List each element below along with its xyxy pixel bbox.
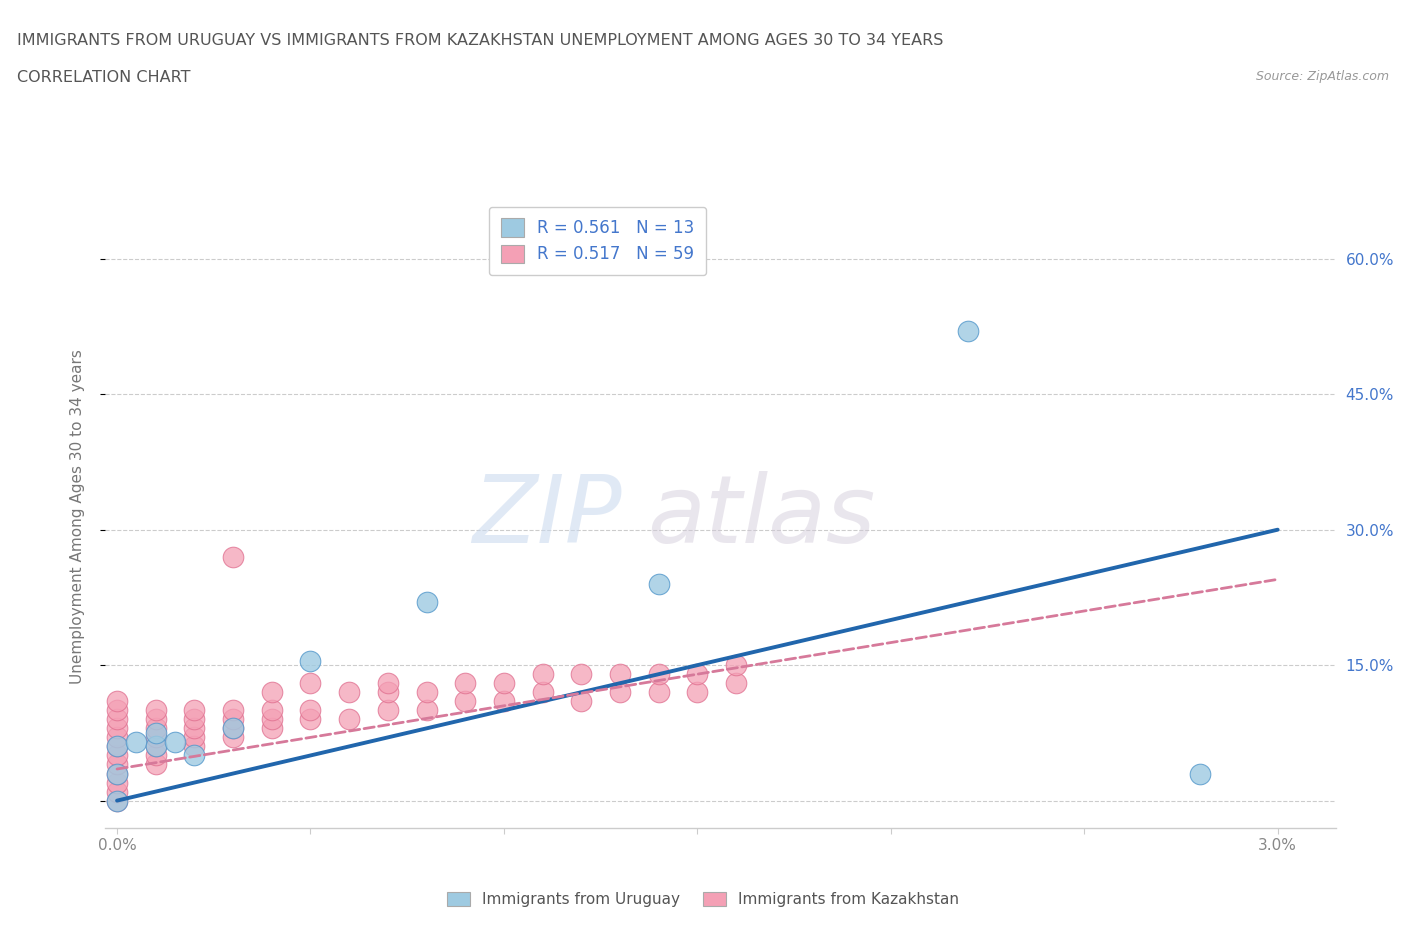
Point bbox=[957, 324, 980, 339]
Point bbox=[260, 721, 283, 736]
Point bbox=[337, 711, 360, 726]
Point bbox=[145, 739, 167, 754]
Legend: Immigrants from Uruguay, Immigrants from Kazakhstan: Immigrants from Uruguay, Immigrants from… bbox=[439, 884, 967, 915]
Text: Source: ZipAtlas.com: Source: ZipAtlas.com bbox=[1256, 70, 1389, 83]
Point bbox=[105, 694, 128, 709]
Point bbox=[492, 694, 515, 709]
Point bbox=[105, 766, 128, 781]
Point bbox=[686, 667, 709, 682]
Point bbox=[569, 667, 592, 682]
Point bbox=[299, 711, 322, 726]
Text: CORRELATION CHART: CORRELATION CHART bbox=[17, 70, 190, 85]
Point bbox=[105, 766, 128, 781]
Point bbox=[105, 775, 128, 790]
Point bbox=[145, 725, 167, 740]
Point bbox=[222, 550, 245, 565]
Point bbox=[105, 739, 128, 754]
Point bbox=[725, 676, 748, 691]
Point bbox=[531, 684, 554, 699]
Point bbox=[260, 703, 283, 718]
Point bbox=[145, 739, 167, 754]
Point bbox=[415, 594, 437, 609]
Point bbox=[647, 684, 669, 699]
Point bbox=[183, 703, 205, 718]
Point bbox=[105, 730, 128, 745]
Text: IMMIGRANTS FROM URUGUAY VS IMMIGRANTS FROM KAZAKHSTAN UNEMPLOYMENT AMONG AGES 30: IMMIGRANTS FROM URUGUAY VS IMMIGRANTS FR… bbox=[17, 33, 943, 47]
Point bbox=[145, 721, 167, 736]
Point bbox=[222, 721, 245, 736]
Point bbox=[105, 703, 128, 718]
Text: atlas: atlas bbox=[647, 471, 875, 562]
Point bbox=[454, 676, 477, 691]
Point bbox=[299, 703, 322, 718]
Point bbox=[1189, 766, 1212, 781]
Point bbox=[299, 653, 322, 668]
Point bbox=[105, 721, 128, 736]
Point bbox=[647, 667, 669, 682]
Point bbox=[183, 739, 205, 754]
Point bbox=[145, 730, 167, 745]
Point bbox=[145, 748, 167, 763]
Point bbox=[725, 658, 748, 672]
Point bbox=[105, 793, 128, 808]
Point bbox=[105, 739, 128, 754]
Y-axis label: Unemployment Among Ages 30 to 34 years: Unemployment Among Ages 30 to 34 years bbox=[70, 349, 84, 684]
Text: ZIP: ZIP bbox=[472, 471, 621, 562]
Point bbox=[377, 703, 399, 718]
Point bbox=[569, 694, 592, 709]
Point bbox=[647, 577, 669, 591]
Point bbox=[145, 757, 167, 772]
Point bbox=[377, 676, 399, 691]
Point bbox=[183, 721, 205, 736]
Point bbox=[145, 711, 167, 726]
Point bbox=[105, 784, 128, 799]
Point bbox=[183, 748, 205, 763]
Point bbox=[609, 684, 631, 699]
Point bbox=[145, 703, 167, 718]
Point bbox=[609, 667, 631, 682]
Point bbox=[531, 667, 554, 682]
Point bbox=[222, 730, 245, 745]
Point bbox=[454, 694, 477, 709]
Point bbox=[260, 711, 283, 726]
Point bbox=[222, 703, 245, 718]
Point bbox=[299, 676, 322, 691]
Point bbox=[686, 684, 709, 699]
Point bbox=[492, 676, 515, 691]
Point bbox=[415, 703, 437, 718]
Point bbox=[105, 793, 128, 808]
Point bbox=[105, 757, 128, 772]
Point bbox=[415, 684, 437, 699]
Point bbox=[183, 711, 205, 726]
Point bbox=[377, 684, 399, 699]
Point bbox=[260, 684, 283, 699]
Point bbox=[105, 748, 128, 763]
Point bbox=[125, 735, 148, 750]
Point bbox=[183, 730, 205, 745]
Point bbox=[222, 711, 245, 726]
Legend: R = 0.561   N = 13, R = 0.517   N = 59: R = 0.561 N = 13, R = 0.517 N = 59 bbox=[489, 206, 706, 275]
Point bbox=[105, 711, 128, 726]
Point bbox=[165, 735, 187, 750]
Point bbox=[337, 684, 360, 699]
Point bbox=[222, 721, 245, 736]
